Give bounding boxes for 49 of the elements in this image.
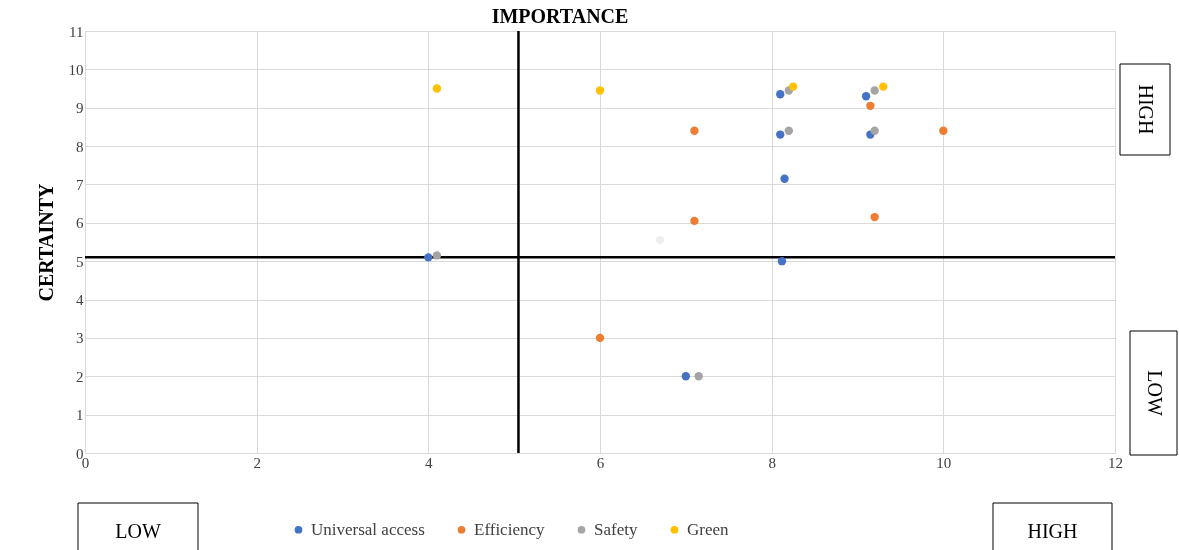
y-tick-label: 4 <box>76 292 84 309</box>
point <box>777 257 787 266</box>
y-tick-label: 1 <box>76 407 84 424</box>
y-tick-label: 2 <box>76 368 84 385</box>
legend-label: Green <box>687 519 730 539</box>
text: HIGH <box>1027 520 1078 542</box>
legend-label: Safety <box>594 519 638 539</box>
point <box>432 84 442 93</box>
point <box>694 372 703 381</box>
x-tick-label: 12 <box>1108 454 1123 471</box>
point <box>788 82 798 91</box>
y-tick-label: 7 <box>76 176 84 193</box>
point <box>776 90 785 99</box>
text: LOW <box>115 520 161 542</box>
point <box>861 92 871 101</box>
point <box>424 253 433 262</box>
legend-label: Universal access <box>311 519 425 539</box>
text: LOW <box>1143 370 1166 416</box>
point <box>595 86 605 95</box>
point <box>681 372 691 381</box>
y-axis-title: CERTAINTY <box>34 183 57 302</box>
y-tick-label: 9 <box>76 100 84 117</box>
point <box>432 251 442 260</box>
point <box>870 212 879 222</box>
point <box>776 130 785 139</box>
y-tick-label: 5 <box>76 253 84 270</box>
point <box>690 126 699 135</box>
y-tick-label: 3 <box>76 330 84 347</box>
x-tick-label: 10 <box>936 454 952 471</box>
point <box>690 216 699 226</box>
x-tick-label: 2 <box>253 454 261 471</box>
point <box>784 126 794 135</box>
text: HIGH <box>1135 84 1157 135</box>
chart-title: IMPORTANCE <box>491 5 629 27</box>
point <box>780 174 789 183</box>
x-tick-label: 4 <box>425 454 434 471</box>
point <box>870 126 879 135</box>
y-tick-label: 6 <box>76 215 84 232</box>
y-tick-label: 8 <box>76 138 84 155</box>
point <box>866 101 875 110</box>
x-tick-label: 8 <box>768 454 776 471</box>
point <box>939 126 948 135</box>
point <box>595 333 605 343</box>
y-tick-label: 11 <box>69 23 84 40</box>
y-tick-label: 10 <box>68 61 84 78</box>
point <box>879 82 888 91</box>
x-tick-label: 6 <box>596 454 605 471</box>
point <box>870 86 879 95</box>
legend-label: Efficiency <box>474 519 545 539</box>
